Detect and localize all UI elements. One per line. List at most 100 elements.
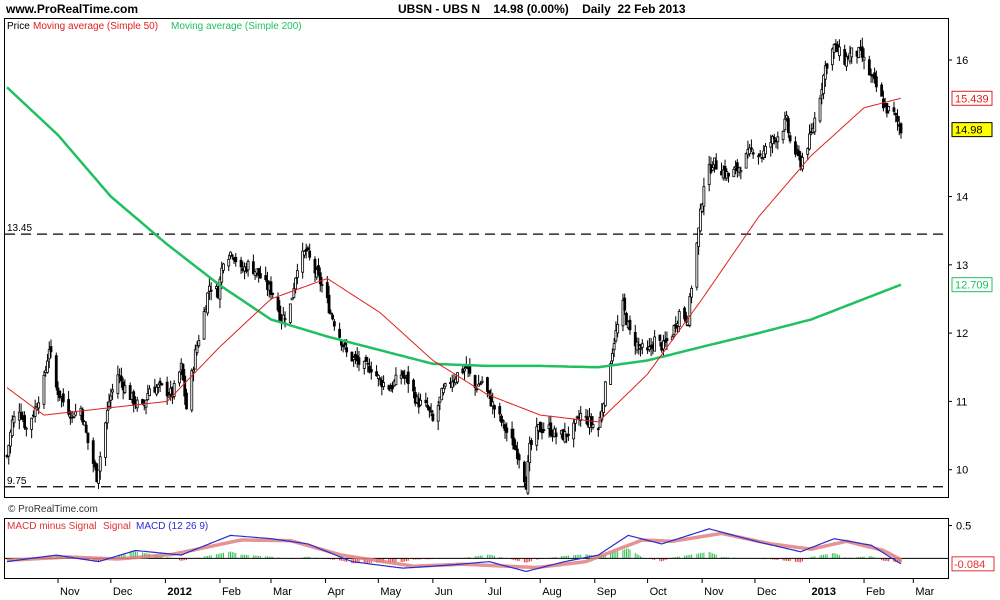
candle-body: [12, 415, 16, 424]
candle: [758, 149, 762, 158]
candle-body: [757, 155, 760, 158]
candle: [220, 261, 224, 289]
candle-body: [658, 334, 662, 341]
candle-body: [609, 363, 613, 385]
candle: [234, 253, 238, 267]
candle-body: [744, 153, 748, 169]
site-name[interactable]: www.ProRealTime.com: [6, 2, 139, 16]
candle: [707, 155, 711, 192]
candle-body: [116, 374, 120, 394]
candle-body: [501, 420, 505, 423]
candle: [781, 130, 785, 144]
candle: [197, 334, 201, 348]
candle-body: [584, 415, 588, 418]
candle-body: [640, 343, 644, 348]
candle-body: [690, 288, 693, 298]
candle-body: [540, 429, 544, 434]
candle-body: [301, 250, 305, 273]
candle-body: [197, 339, 201, 347]
candle: [375, 365, 378, 377]
candle-body: [500, 415, 503, 423]
candle: [257, 268, 261, 283]
candle: [378, 376, 382, 386]
x-tick-label: Feb: [866, 586, 885, 598]
candle: [230, 253, 234, 260]
x-tick-label: Dec: [757, 586, 777, 598]
candle-body: [257, 268, 261, 276]
candle-body: [317, 265, 320, 275]
reference-line-label: 13.45: [7, 223, 32, 234]
candle-body: [222, 263, 225, 271]
candle: [653, 330, 657, 352]
candle: [794, 136, 797, 158]
candle-body: [672, 325, 676, 335]
candle-body: [688, 296, 692, 326]
candle-body: [42, 374, 46, 405]
candle-body: [47, 349, 51, 360]
candle-body: [591, 424, 595, 428]
candle-body: [574, 418, 577, 424]
candle-body: [429, 410, 433, 413]
candle: [658, 334, 662, 347]
candle-body: [554, 432, 558, 437]
candle-body: [662, 340, 665, 350]
candle: [526, 455, 530, 496]
candle-body: [111, 389, 114, 393]
candle: [12, 411, 16, 428]
close-last-badge-box: [951, 122, 993, 138]
instrument-header: UBSN - UBS N 14.98 (0.00%) Daily 22 Feb …: [398, 2, 686, 16]
candle-body: [899, 123, 903, 134]
candle-body: [795, 149, 799, 151]
candle: [156, 382, 160, 394]
candle-body: [288, 303, 292, 323]
candle-body: [857, 46, 861, 58]
candle: [772, 133, 776, 145]
candle-body: [491, 401, 495, 407]
candle-body: [739, 170, 743, 173]
candle: [364, 354, 368, 362]
candle-body: [123, 385, 127, 394]
candle: [318, 267, 322, 292]
candle-body: [70, 412, 74, 416]
candle: [554, 427, 558, 445]
candle-body: [589, 416, 593, 425]
candle: [119, 367, 123, 388]
candle: [845, 52, 848, 71]
candle: [663, 331, 667, 348]
candle-body: [480, 380, 484, 383]
candle-body: [401, 371, 405, 378]
title-bar: www.ProRealTime.com UBSN - UBS N 14.98 (…: [0, 0, 1000, 18]
candle-body: [737, 167, 741, 173]
candle: [695, 241, 699, 291]
candle-body: [862, 56, 866, 61]
candle-body: [436, 405, 440, 422]
candle-body: [158, 380, 162, 384]
candle: [702, 177, 706, 216]
candle-body: [391, 384, 394, 390]
candle: [269, 276, 273, 301]
candle: [332, 318, 336, 331]
candle: [500, 413, 503, 427]
candle-body: [54, 355, 58, 388]
candle-body: [598, 416, 602, 428]
candle: [251, 254, 255, 275]
candle-body: [155, 386, 158, 395]
legend-price: Price: [7, 21, 30, 32]
candle: [795, 144, 799, 157]
candle: [760, 156, 764, 163]
candle: [167, 391, 171, 399]
macd-last-badge-text: -0.084: [954, 559, 985, 571]
candle: [443, 382, 447, 390]
ma200-last-badge: 12.709: [951, 277, 993, 293]
candle: [304, 243, 308, 259]
candle: [327, 285, 331, 314]
candle: [382, 375, 386, 390]
candle: [757, 153, 760, 165]
candle-body: [850, 47, 854, 58]
candle: [33, 399, 37, 423]
candle: [58, 390, 62, 401]
macd-last-badge-box: [951, 556, 995, 572]
candle: [596, 427, 600, 437]
last-value-badges: 15.439 14.98 12.709: [951, 90, 993, 293]
